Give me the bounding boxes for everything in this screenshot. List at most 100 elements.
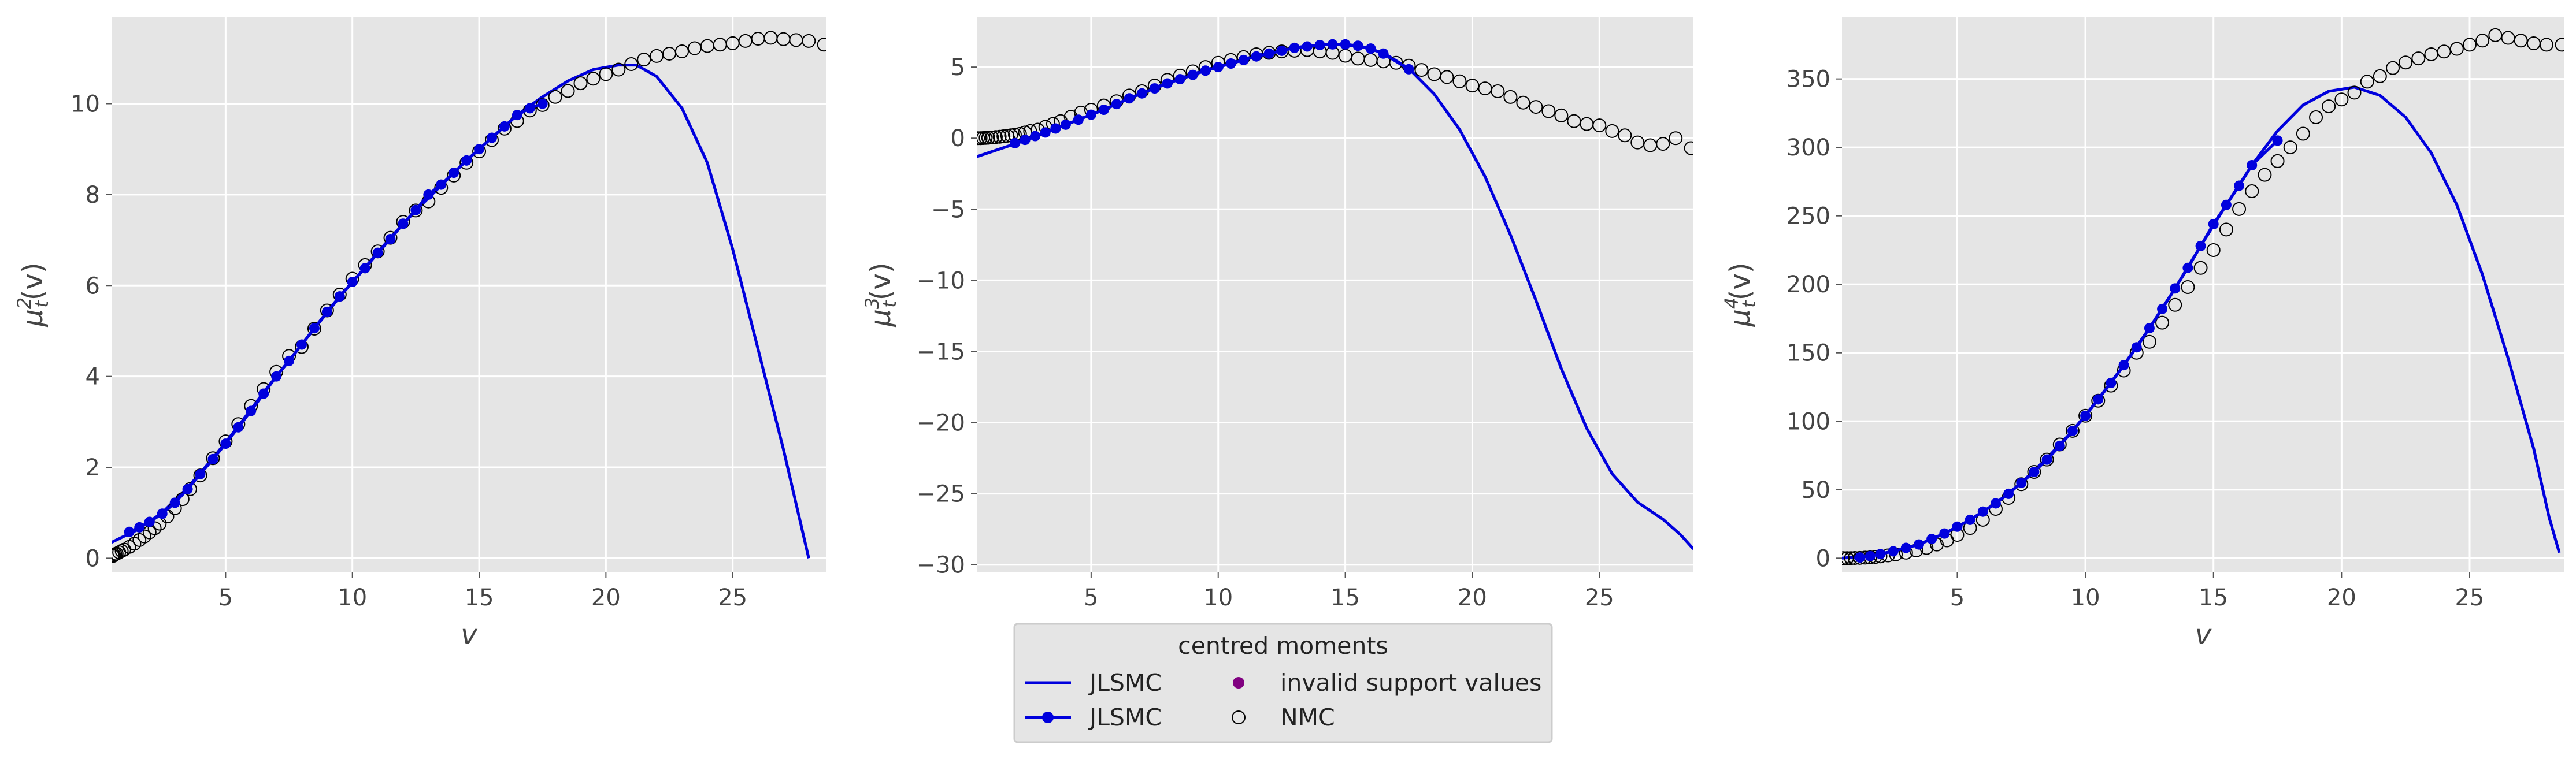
jlsmc-point (296, 339, 307, 350)
nmc-point (2296, 127, 2310, 141)
nmc-point (1554, 108, 1569, 122)
jlsmc-point (2054, 440, 2065, 451)
x-tick-label: 20 (591, 585, 621, 611)
x-tick-label: 5 (218, 585, 233, 611)
nmc-point (206, 451, 220, 466)
jlsmc-point (1124, 93, 1135, 104)
jlsmc-point (246, 405, 257, 416)
nmc-point (1478, 81, 1492, 96)
y-tick-label: −20 (917, 410, 965, 437)
jlsmc-point (1340, 39, 1351, 50)
jlsmc-point (1149, 83, 1160, 94)
series-moment-2 (112, 31, 826, 563)
jlsmc-point (385, 234, 396, 244)
jlsmc-point (1965, 514, 1975, 525)
nmc-point (1465, 79, 1480, 93)
y-tick-label: 300 (1786, 135, 1830, 161)
jlsmc-point (169, 497, 180, 508)
x-tick-label: 25 (1585, 585, 1614, 611)
nmc-point (548, 90, 562, 104)
jlsmc-point (207, 453, 218, 464)
nmc-point (2283, 140, 2297, 155)
jlsmc-point (1085, 109, 1096, 120)
nmc-point (2027, 464, 2041, 479)
jlsmc-point (1136, 88, 1147, 99)
y-axis-label-moment-3: μ3t(v) (861, 262, 900, 327)
nmc-point (2360, 75, 2374, 89)
nmc-point (2411, 51, 2426, 66)
legend-label-jlsmc-line: JLSMC (1088, 669, 1162, 697)
x-tick-label: 10 (338, 585, 367, 611)
nmc-point (1529, 100, 1543, 114)
nmc-point (2270, 154, 2285, 168)
jlsmc-point (2272, 135, 2283, 146)
nmc-point (1389, 55, 1403, 70)
jlsmc-point (2093, 394, 2104, 405)
x-tick-label: 20 (1458, 585, 1487, 611)
jlsmc-point (309, 323, 320, 334)
jlsmc-point (537, 98, 548, 109)
nmc-point (561, 84, 575, 98)
jlsmc-point (1073, 114, 1084, 125)
jlsmc-point (2016, 477, 2027, 488)
nmc-point (2334, 92, 2349, 107)
nmc-point (1541, 104, 1556, 118)
jlsmc-point (1952, 521, 1963, 532)
legend: centred moments JLSMC JLSMC invalid supp… (1013, 623, 1553, 743)
nmc-point (1427, 67, 1441, 81)
gridlines-moment-3 (977, 17, 1693, 572)
plot-area-moment-4 (1842, 17, 2564, 572)
nmc-point (2142, 334, 2156, 349)
nmc-point (1414, 63, 1429, 77)
jlsmc-point (1187, 69, 1198, 80)
jlsmc-point (1020, 135, 1031, 146)
jlsmc-point (1162, 78, 1173, 89)
nmc-point (2386, 61, 2400, 75)
jlsmc-point (1009, 137, 1020, 148)
nmc-point (817, 38, 826, 52)
nmc-point (1503, 90, 1518, 104)
jlsmc-point (144, 516, 155, 527)
jlsmc-point (1111, 99, 1122, 110)
jlsmc-point (182, 483, 193, 494)
jlsmc-point (1352, 40, 1363, 51)
nmc-point (2322, 99, 2336, 114)
jlsmc-point (334, 291, 345, 302)
jlsmc-point (1365, 43, 1376, 54)
nmc-point (2475, 34, 2490, 48)
jlsmc-point (195, 468, 206, 479)
jlsmc-point (1050, 123, 1061, 134)
series-moment-4 (1842, 28, 2564, 565)
y-tick-label: 0 (86, 545, 100, 572)
jlsmc-point (2080, 410, 2091, 421)
tick-labels-moment-3: 5 10 15 20 25 5 0 −5 −10 −15 −20 −25 −30 (917, 54, 1614, 611)
jlsmc-point (1327, 39, 1338, 50)
jlsmc-point (1251, 51, 1262, 62)
nmc-point (2206, 243, 2221, 257)
jlsmc-point (1060, 119, 1071, 130)
nmc-point (409, 203, 423, 218)
nmc-point (988, 130, 1003, 144)
nmc-point (132, 533, 147, 547)
y-tick-label: 100 (1786, 408, 1830, 435)
jlsmc-point (1977, 506, 1988, 517)
series-moment-3 (977, 39, 1693, 550)
nmc-point (2219, 222, 2233, 237)
gridlines-moment-2 (112, 17, 826, 572)
legend-title: centred moments (1178, 632, 1388, 660)
nmc-point (1592, 118, 1607, 133)
nmc-point (2462, 38, 2477, 52)
jlsmc-point (359, 263, 370, 274)
nmc-point (1440, 70, 1454, 84)
x-axis-label-moment-4: v (2195, 619, 2212, 651)
nmc-point (624, 57, 639, 72)
jlsmc-point (1098, 105, 1109, 115)
nmc-point (674, 44, 689, 59)
jlsmc-point (461, 155, 472, 166)
jlsmc-point (271, 371, 282, 382)
nmc-point (1684, 141, 1693, 155)
jlsmc-point (1939, 528, 1950, 539)
